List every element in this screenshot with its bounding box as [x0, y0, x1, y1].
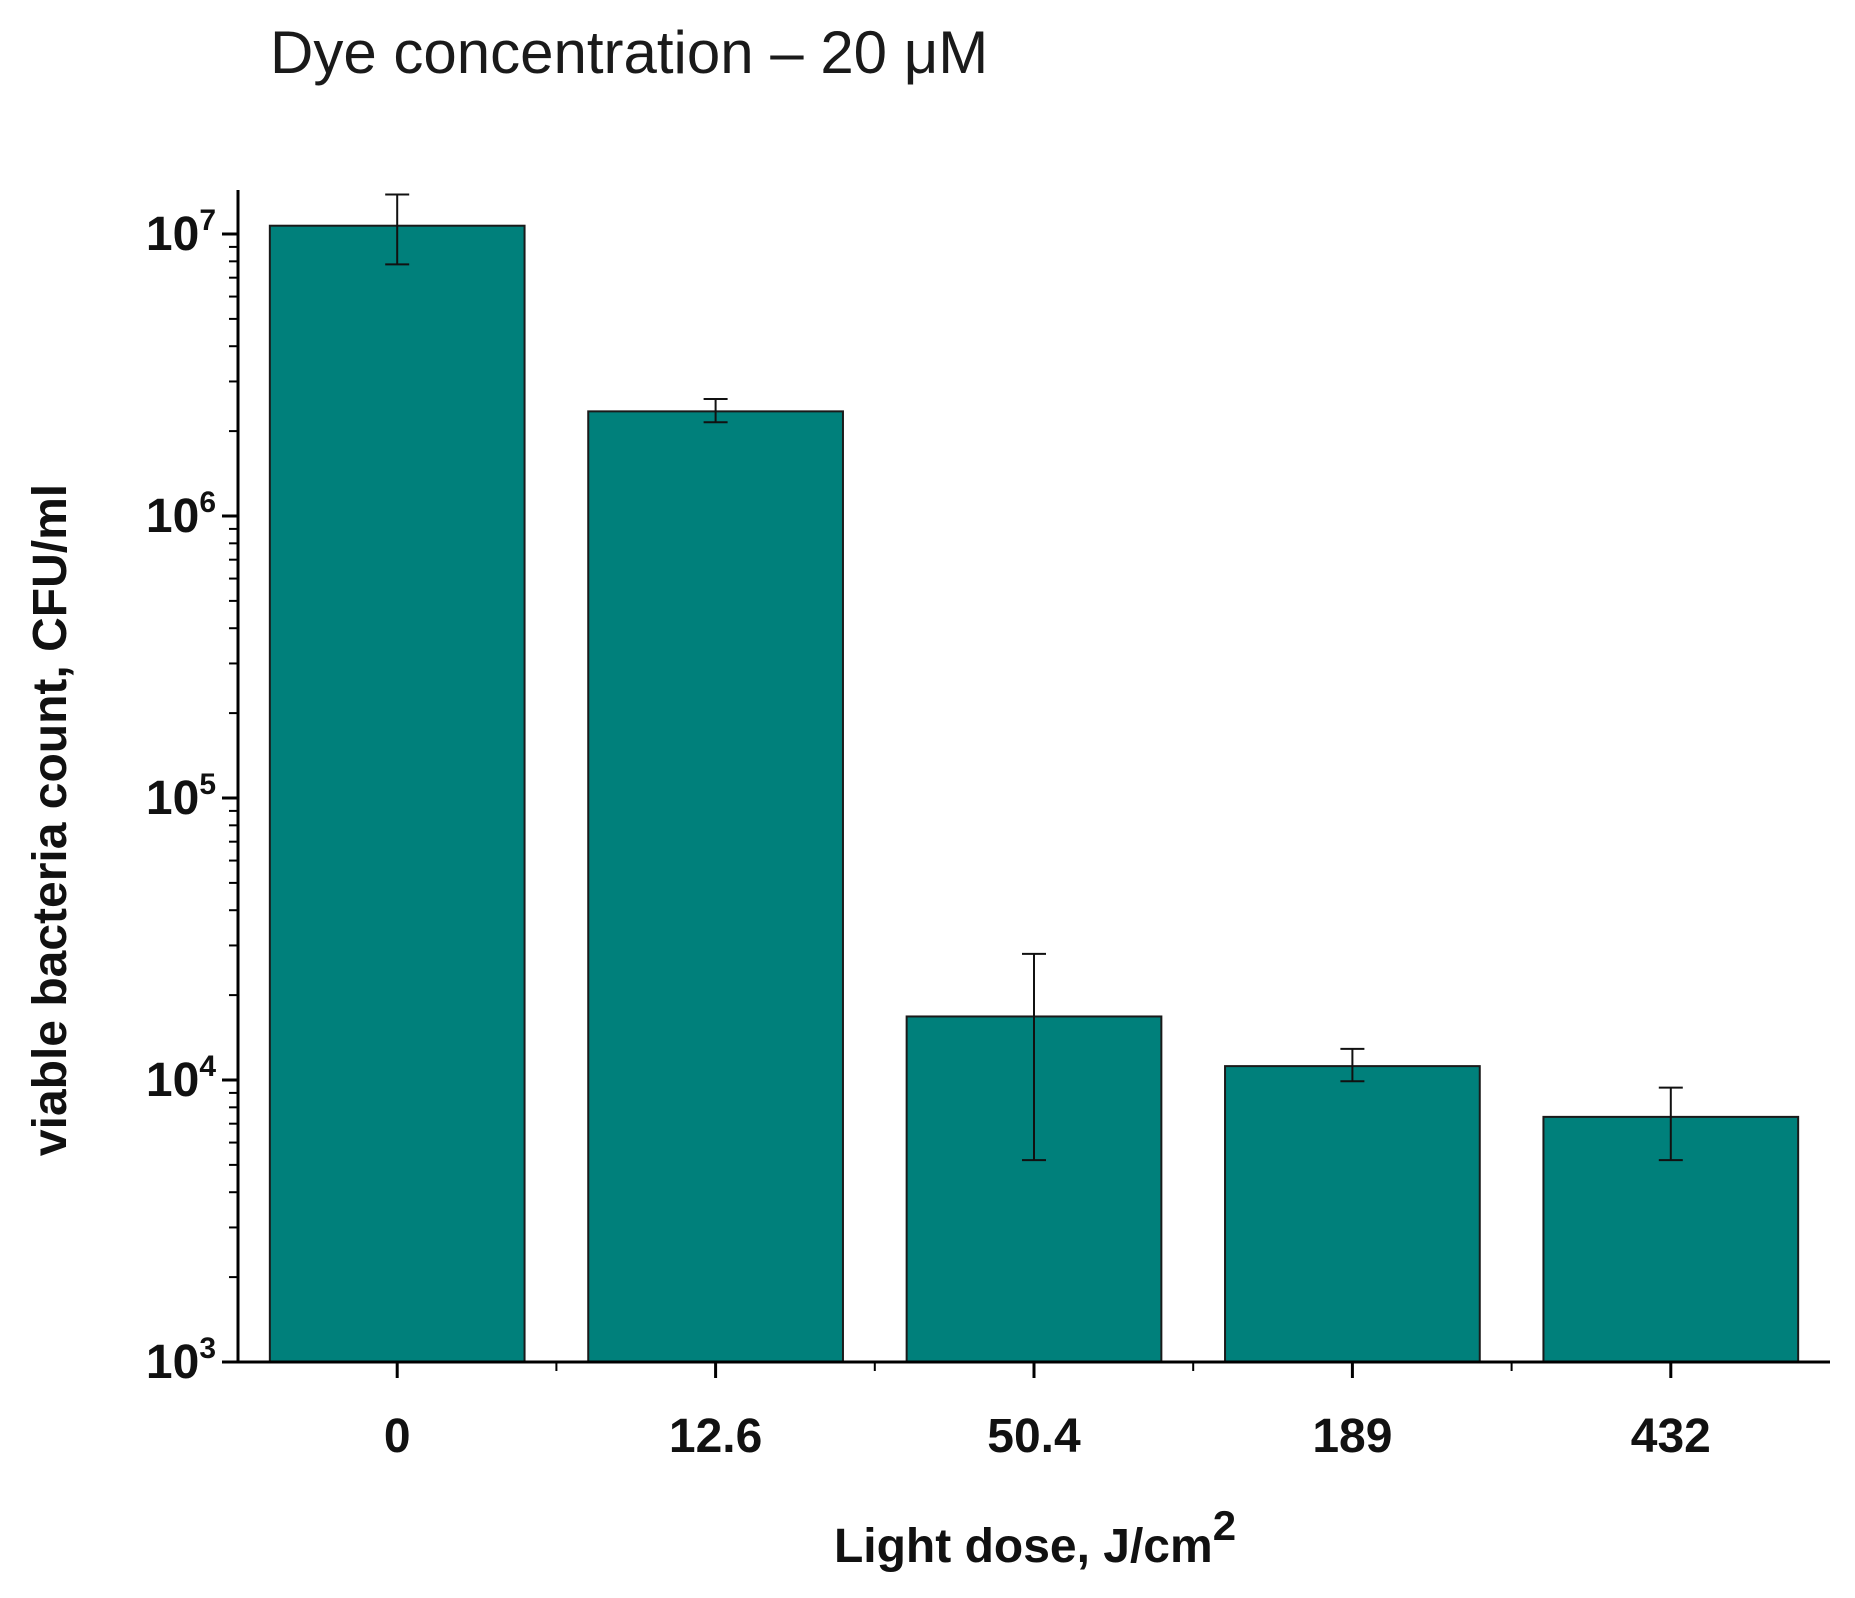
- x-tick-label: 12.6: [669, 1410, 762, 1463]
- y-tick-label: 103: [146, 1332, 216, 1389]
- y-tick-label: 104: [146, 1050, 216, 1107]
- x-tick-label: 432: [1631, 1410, 1711, 1463]
- x-tick-label: 189: [1312, 1410, 1392, 1463]
- y-tick-label: 106: [146, 486, 216, 543]
- plot-area: 103 104 105 106 107 0 12.6 50.4 189 432: [146, 190, 1830, 1463]
- x-axis-title-superscript: 2: [1213, 1502, 1236, 1549]
- bars: [268, 224, 1800, 1364]
- y-ticks: 103 104 105 106 107: [146, 204, 238, 1389]
- x-tick-label: 0: [384, 1410, 411, 1463]
- bar-0: [268, 224, 526, 1364]
- y-tick-label: 105: [146, 768, 216, 825]
- y-tick-label: 107: [146, 204, 216, 261]
- x-ticks: 0 12.6 50.4 189 432: [384, 1362, 1711, 1463]
- bar-12-6: [587, 410, 844, 1363]
- y-axis-title: viable bacteria count, CFU/ml: [24, 484, 77, 1156]
- x-axis-title-text: Light dose, J/cm: [834, 1520, 1213, 1573]
- bar-189: [1224, 1065, 1481, 1363]
- chart-title: Dye concentration – 20 μM: [270, 19, 988, 86]
- error-bars: [385, 193, 1683, 1162]
- x-tick-label: 50.4: [987, 1410, 1081, 1463]
- x-axis-title: Light dose, J/cm2: [834, 1502, 1236, 1573]
